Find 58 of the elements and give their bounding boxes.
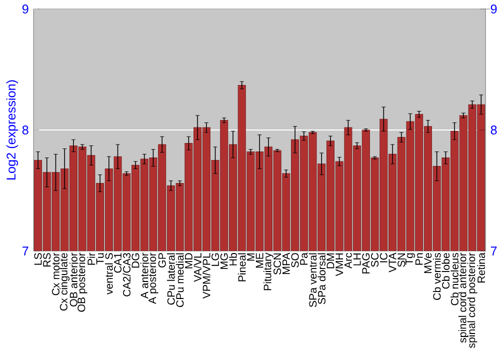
x-tick-label: Pa [300,252,308,265]
x-tick-label: IC [380,252,388,262]
y-axis-title: Log2 (expression) [6,80,18,180]
x-tick-label: SCN [274,253,282,275]
x-tick-label: Pn [415,253,423,265]
y-tick-label: 9 [22,4,28,14]
x-tick-label: Hb [229,253,237,266]
x-tick-label: CA2/CA3 [122,253,131,296]
x-tick-label: Retina [477,252,486,282]
y2-tick-label: 8 [490,126,497,134]
x-tick-label: Arc [344,252,352,269]
x-tick-label: VA/VL [194,252,202,282]
x-tick-label: M [247,253,254,261]
x-tick-label: LG [211,253,220,266]
x-tick-label: spinal cord posterior [467,252,478,348]
x-tick-label: A anterior [140,252,148,299]
x-tick-label: DG [132,253,140,268]
x-tick-label: SN [398,253,406,267]
y-tick-label: 8 [22,126,28,134]
y-tick-label: 7 [22,246,28,256]
x-tick-label: PAG [362,253,370,274]
x-tick-label: LS [34,253,42,265]
x-tick-label: A posterior [148,252,158,304]
x-tick-label: LH [353,253,361,266]
x-tick-label: CPu lateral [167,253,175,305]
x-tick-label: CPu medial [176,253,184,307]
x-tick-label: spinal cord anterior [458,252,468,343]
x-tick-label: Cb nucleus [450,252,458,306]
x-tick-label: Cb lobe [442,253,450,289]
y2-tick-label: 7 [490,246,497,256]
x-tick-label: Cb vermis [432,252,441,300]
x-tick-label: CA1 [114,253,122,273]
x-tick-label: Pituitary [263,252,274,290]
x-tick-label: Tu [96,253,104,264]
x-tick-label: SPa dorsal [318,253,326,304]
x-tick-label: MPA [282,252,290,274]
x-tick-label: VPM/VPL [202,252,210,299]
x-tick-label: ventral S [104,253,113,294]
x-tick-label: RS [43,253,51,266]
x-tick-label: Pir [87,252,96,265]
x-tick-label: VTA [388,252,396,272]
x-tick-label: MVe [424,253,432,273]
x-tick-label: SO [291,253,299,268]
x-tick-label: SPa ventral [308,253,317,308]
x-tick-label: SC [371,253,379,267]
x-tick-label: DM [326,253,334,268]
x-tick-label: Pineal [238,253,246,282]
x-tick-label: MD [185,253,192,268]
x-tick-label: Cx motor [52,252,60,296]
x-tick-label: Cx cingulate [60,253,70,311]
x-tick-label: GP [158,253,166,268]
x-tick-label: Tg [405,253,415,265]
x-tick-label: OB anterior [70,252,78,306]
x-tick-label: MG [220,253,228,269]
x-tick-label: OB posterior [77,252,88,312]
y2-tick-label: 9 [490,4,497,14]
x-tick-label: ME [256,253,264,268]
x-tick-label: VMH [336,253,343,276]
